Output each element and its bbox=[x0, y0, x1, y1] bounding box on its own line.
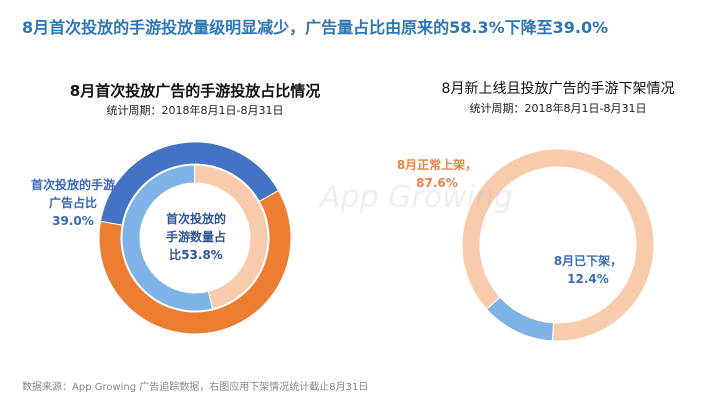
segment-label: 首次投放的手游数量占比53.8% bbox=[164, 210, 228, 264]
chart-title: 8月首次投放广告的手游投放占比情况 bbox=[69, 82, 321, 100]
chart-title: 8月新上线且投放广告的手游下架情况 bbox=[441, 81, 675, 97]
segment-value: 53.8% bbox=[181, 248, 223, 262]
segment-value: 87.6% bbox=[416, 176, 458, 190]
segment-value: 39.0% bbox=[52, 214, 94, 228]
donut-segment bbox=[194, 164, 269, 310]
segment-name: 首次投放的手游广告占比 bbox=[30, 178, 115, 210]
segment-label: 首次投放的手游广告占比 39.0% bbox=[30, 176, 116, 230]
segment-value: 12.4% bbox=[567, 272, 609, 286]
segment-label: 8月正常上架， 87.6% bbox=[392, 156, 482, 192]
donut-segment bbox=[461, 148, 655, 342]
footer: 数据来源：App Growing 广告追踪数据，右图应用下架情况统计截止8月31… bbox=[22, 382, 369, 393]
segment-name: 首次投放的手游数量占比 bbox=[165, 212, 226, 262]
segment-name: 8月正常上架， bbox=[396, 158, 478, 172]
watermark: App Growing bbox=[320, 180, 514, 215]
slide-title: 8月首次投放的手游投放量级明显减少，广告量占比由原来的58.3%下降至39.0% bbox=[22, 18, 609, 37]
donut-segment bbox=[485, 296, 554, 342]
segment-name: 8月已下架， bbox=[553, 254, 623, 268]
chart-subtitle: 统计周期：2018年8月1日-8月31日 bbox=[469, 102, 647, 115]
donut-segment bbox=[98, 189, 292, 335]
chart-subtitle: 统计周期：2018年8月1日-8月31日 bbox=[106, 104, 284, 117]
segment-label: 8月已下架， 12.4% bbox=[548, 252, 628, 288]
